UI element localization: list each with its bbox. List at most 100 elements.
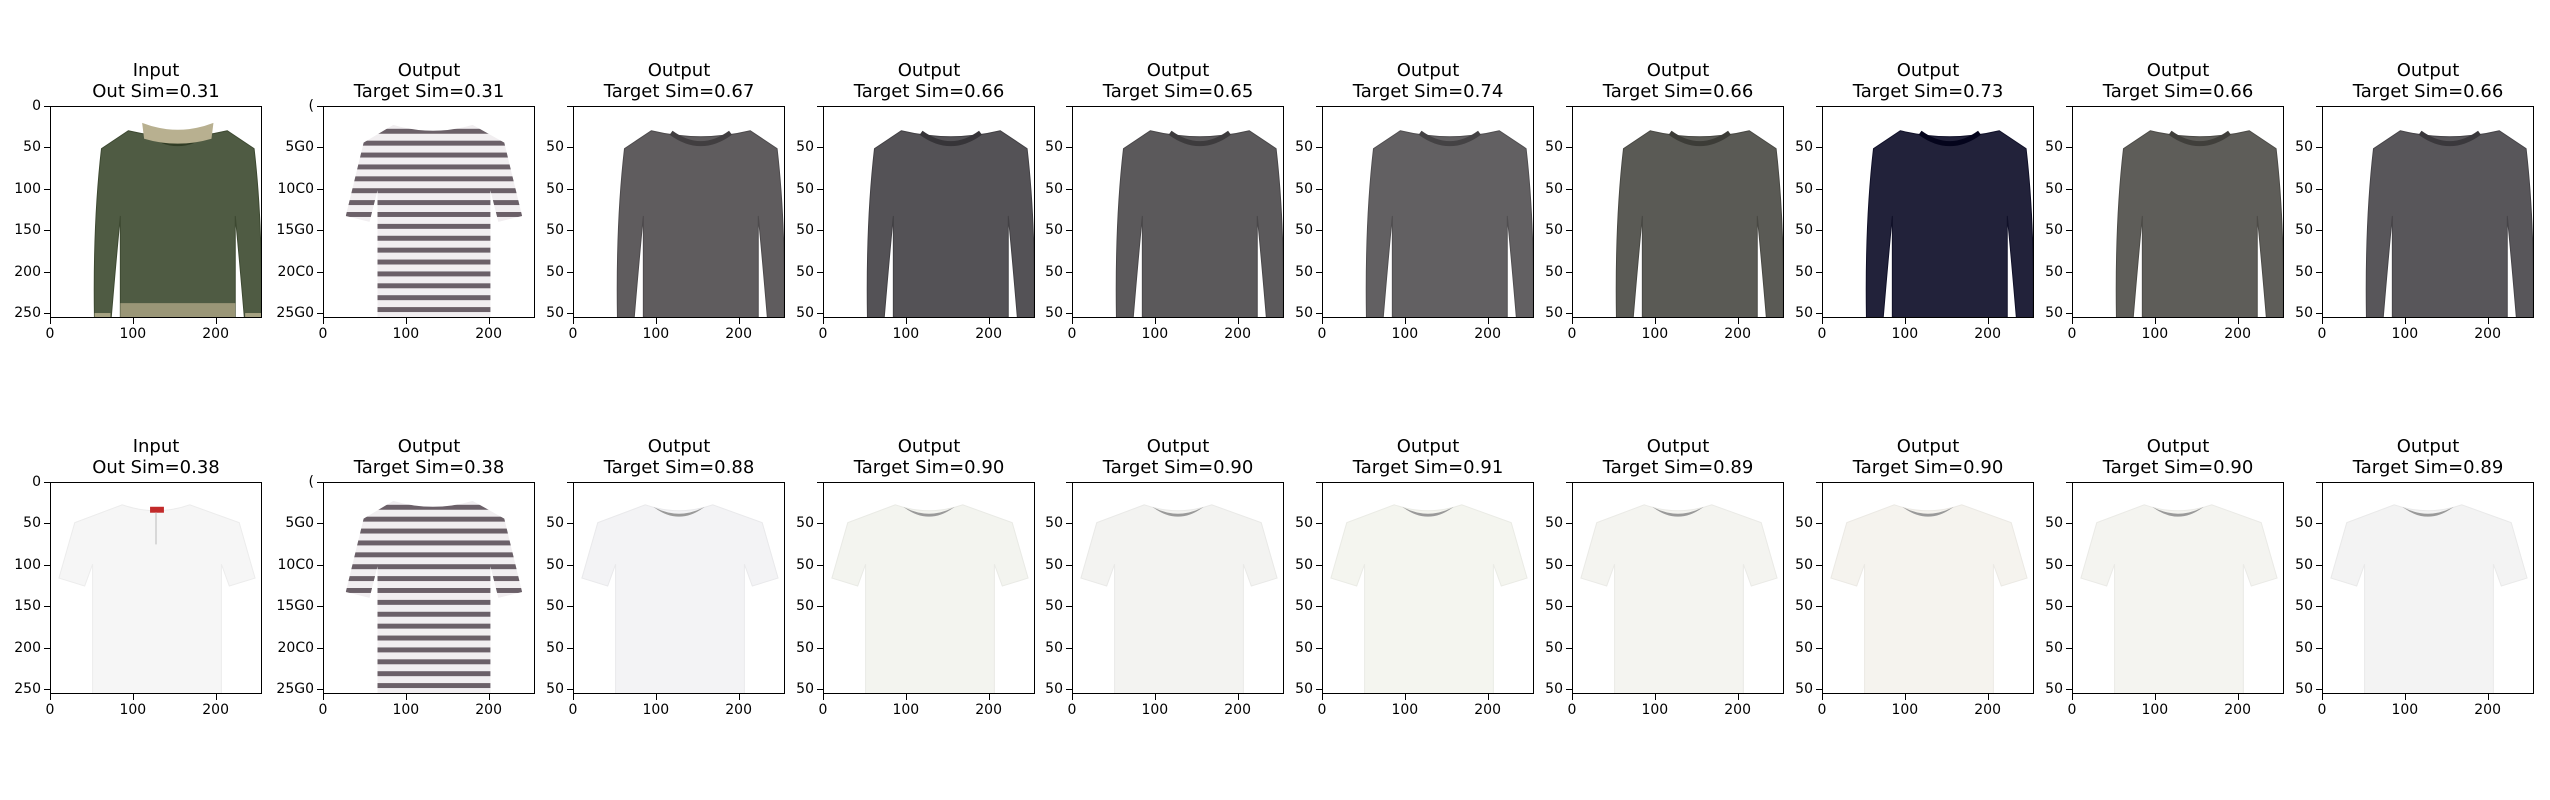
x-tick-mark [1237,694,1239,700]
gray-long-sleeve-top-image [2365,130,2533,317]
y-tick-mark [1316,689,1322,691]
x-tick-mark [823,694,824,700]
y-tick-mark [1316,523,1322,525]
subplot-panel: Output Target Sim=0.90 50 50 50 50 50 0 100 200 [796,437,1035,718]
y-tick-label: 50 [1295,305,1313,322]
y-tick-label: 50 [2045,681,2063,698]
x-tick-label: 100 [392,326,420,342]
x-tick-mark [215,318,217,324]
x-tick-label: 200 [2474,326,2501,342]
gray-long-sleeve-top-image [866,130,1034,317]
y-tick-mark [1566,523,1572,525]
y-tick-mark [817,689,823,691]
image-axes [1072,482,1284,694]
subplot-panel: Output Target Sim=0.38 (5G0 10C0 15G0 20C0 25G… [276,437,535,718]
garment-shape [345,500,523,693]
y-tick-label: 20C0 [277,263,315,280]
y-tick-mark [1066,689,1072,691]
y-tick-label: 50 [1545,515,1563,532]
y-tick-mark [2316,147,2322,149]
y-tick-mark [44,564,50,566]
y-tick-mark [567,188,573,190]
y-tick-mark [1816,313,1822,315]
garment-shape [1115,130,1283,317]
x-tick-label: 100 [392,702,420,718]
y-tick-label: 50 [1795,263,1813,280]
y-tick-mark [1816,230,1822,232]
y-tick-label: 50 [1545,681,1563,698]
gray-long-sleeve-top-image [616,130,784,317]
subplot-panel: Output Target Sim=0.66 50 50 50 50 50 0 100 200 [2295,61,2534,342]
subplot-panel: Output Target Sim=0.90 50 50 50 50 50 0 100 200 [1795,437,2034,718]
y-tick-mark [2316,523,2322,525]
x-tick-mark [2487,318,2489,324]
y-tick-label: 50 [2295,556,2313,573]
y-tick-label: 50 [1045,681,1063,698]
y-tick-label: 50 [796,180,814,197]
x-tick-mark [1654,318,1656,324]
panel-title: Output [1896,436,1960,457]
y-tick-mark [817,271,823,273]
y-tick-mark [567,271,573,273]
y-tick-mark [817,523,823,525]
image-axes [823,482,1035,694]
x-tick-label: 200 [975,326,1002,342]
x-tick-label: 100 [2391,702,2419,718]
x-tick-label: 200 [202,326,229,342]
y-tick-mark [567,230,573,232]
panel-subtitle: Target Sim=0.38 [353,457,505,478]
subplot-panel: Input Out Sim=0.38 0 50 100 150 200 250 0 100 200 [14,437,262,718]
image-axes [1322,482,1534,694]
y-tick-mark [317,106,323,107]
y-tick-label: 250 [14,681,41,698]
y-tick-mark [1316,564,1322,566]
image-axes [323,106,535,318]
y-tick-label: 50 [796,598,814,615]
x-tick-label: 0 [818,326,828,342]
y-tick-mark [1816,564,1822,566]
x-tick-mark [2072,318,2073,324]
y-tick-mark [1316,313,1322,315]
y-tick-mark [1816,147,1822,149]
x-tick-mark [823,318,824,324]
gray-long-sleeve-top-image [1365,130,1533,317]
y-tick-label: 50 [1045,263,1063,280]
panel-title: Input [132,60,180,81]
y-tick-mark [44,689,50,691]
y-tick-label: 50 [1295,263,1313,280]
y-tick-mark [567,147,573,149]
y-tick-mark [2066,313,2072,315]
garment-shape [581,504,779,693]
subplot-panel: Output Target Sim=0.31 (5G0 10C0 15G0 20C0 25G… [276,61,535,342]
white-short-sleeve-tshirt-image [1830,504,2028,693]
y-tick-mark [2316,564,2322,566]
panel-title: Output [897,60,961,81]
x-tick-mark [2237,694,2239,700]
y-tick-label: ( [308,98,314,114]
x-tick-label: 200 [1474,702,1501,718]
y-tick-mark [1066,313,1072,315]
y-tick-mark [2066,106,2072,107]
image-axes [1572,482,1784,694]
y-tick-mark [1316,647,1322,649]
subplot-panel: Output Target Sim=0.73 50 50 50 50 50 0 100 200 [1795,61,2034,342]
x-tick-mark [1404,694,1406,700]
x-tick-mark [2404,694,2406,700]
y-tick-mark [567,647,573,649]
x-tick-mark [132,694,134,700]
x-tick-mark [1404,318,1406,324]
y-tick-mark [44,606,50,608]
y-tick-label: 50 [546,180,564,197]
panel-title: Output [1646,436,1710,457]
x-tick-mark [1987,318,1989,324]
y-tick-label: 15G0 [276,598,314,615]
image-axes [2322,482,2534,694]
x-tick-label: 0 [1567,326,1577,342]
y-tick-label: 50 [1295,639,1313,656]
y-tick-mark [1566,647,1572,649]
y-tick-label: 50 [546,305,564,322]
x-tick-label: 200 [475,702,502,718]
y-tick-label: 50 [546,639,564,656]
y-tick-label: 200 [14,263,41,280]
y-tick-mark [1566,606,1572,608]
